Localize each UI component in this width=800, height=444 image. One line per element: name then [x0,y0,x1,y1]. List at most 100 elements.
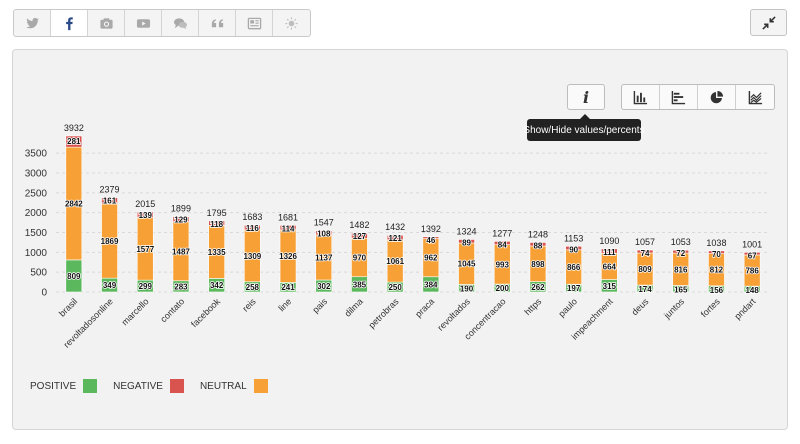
bar-segment-negative [672,249,690,254]
data-label-positive: 299 [139,282,153,291]
bar-segment-negative [65,135,83,148]
data-label-positive: 190 [460,284,474,293]
other-source-button[interactable] [273,10,310,36]
data-label-negative: 281 [67,137,81,146]
total-label: 1057 [635,237,655,247]
data-label-negative: 121 [388,234,402,243]
category-label: brasil [57,296,79,318]
camera-icon [99,17,113,29]
data-label-positive: 200 [496,284,510,293]
legend-swatch-neutral [253,379,268,393]
data-label-positive: 283 [174,282,188,291]
sun-icon [285,16,298,30]
total-label: 1324 [457,226,477,236]
total-label: 1001 [742,239,762,249]
y-tick-label: 3000 [25,168,48,179]
legend-swatch-negative [169,379,184,393]
total-label: 2379 [100,185,120,195]
y-tick-label: 500 [30,268,47,279]
data-label-neutral: 1309 [243,252,261,261]
category-label: petrobras [367,296,401,330]
category-label: contato [158,296,186,324]
bar-segment-negative [279,225,297,231]
legend-label-neutral: NEUTRAL [199,380,247,392]
bar-chart-icon [633,90,648,104]
category-label: facebook [189,296,222,329]
tooltip: Show/Hide values/percents [523,114,645,141]
legend-item-neutral[interactable]: NEUTRAL [200,379,284,393]
data-label-positive: 809 [67,272,81,281]
data-label-neutral: 816 [674,265,688,274]
chart-type-selector [621,84,775,110]
data-label-neutral: 1326 [279,252,297,261]
data-label-negative: 116 [246,224,259,233]
collapse-button[interactable] [750,9,787,36]
compress-icon [761,15,776,30]
category-label: fortes [699,296,722,319]
horizontal-bar-chart-button[interactable] [660,85,698,109]
area-chart-icon [748,90,762,104]
data-label-positive: 262 [531,283,545,292]
data-label-negative: 84 [498,240,507,249]
data-label-positive: 197 [567,284,581,293]
bar-segment-negative [351,232,368,239]
twitter-icon [25,17,39,28]
data-label-positive: 241 [281,283,295,292]
bar-segment-negative [208,220,225,226]
bar-segment-negative [636,249,654,254]
data-label-neutral: 962 [424,254,438,263]
data-label-positive: 315 [603,282,617,291]
data-label-negative: 72 [676,249,685,258]
twitter-source-button[interactable] [14,10,51,36]
data-label-neutral: 786 [745,267,759,276]
data-label-negative: 89 [462,238,471,247]
instagram-source-button[interactable] [88,10,125,36]
data-label-neutral: 970 [353,253,367,262]
category-label: line [276,296,293,313]
bar-segment-negative [743,251,761,256]
facebook-source-button[interactable] [51,10,88,36]
data-label-negative: 118 [210,220,223,229]
bar-segment-negative [493,241,511,245]
total-label: 1153 [564,233,583,243]
toggle-values-button[interactable]: i [567,84,605,110]
bar-segment-negative [601,248,618,254]
comments-source-button[interactable] [162,10,199,36]
vertical-bar-chart-button[interactable] [622,85,660,109]
source-filter-bar [13,9,311,37]
data-label-neutral: 898 [531,260,545,269]
data-label-positive: 148 [745,286,759,295]
data-label-positive: 349 [103,281,117,290]
data-label-neutral: 1335 [208,248,226,257]
data-label-neutral: 1577 [136,245,154,254]
bar-segment-negative [172,216,190,223]
legend-item-negative[interactable]: NEGATIVE [113,379,200,393]
data-label-neutral: 1137 [315,253,333,262]
bar-segment-negative [386,234,404,241]
legend-item-positive[interactable]: POSITIVE [30,379,113,393]
category-label: marcello [120,296,151,327]
data-label-neutral: 664 [603,262,617,271]
data-label-neutral: 2842 [65,200,83,209]
data-label-negative: 108 [317,230,331,239]
data-label-positive: 174 [638,285,652,294]
quotes-source-button[interactable] [199,10,236,36]
data-label-positive: 384 [424,280,438,289]
quote-icon [211,18,223,27]
total-label: 1090 [599,236,619,246]
pie-chart-button[interactable] [698,85,736,109]
category-label: praca [413,296,436,319]
youtube-source-button[interactable] [125,10,162,36]
data-label-negative: 161 [103,197,117,206]
total-label: 1547 [314,218,334,228]
legend-label-positive: POSITIVE [30,380,77,392]
data-label-negative: 90 [569,245,578,254]
bar-segment-negative [422,236,440,239]
data-label-negative: 46 [426,236,435,245]
area-chart-button[interactable] [736,85,774,109]
news-source-button[interactable] [236,10,273,36]
data-label-positive: 165 [674,285,688,294]
data-label-negative: 67 [748,251,757,260]
category-label: pndart [732,296,757,321]
data-label-neutral: 1869 [101,237,119,246]
